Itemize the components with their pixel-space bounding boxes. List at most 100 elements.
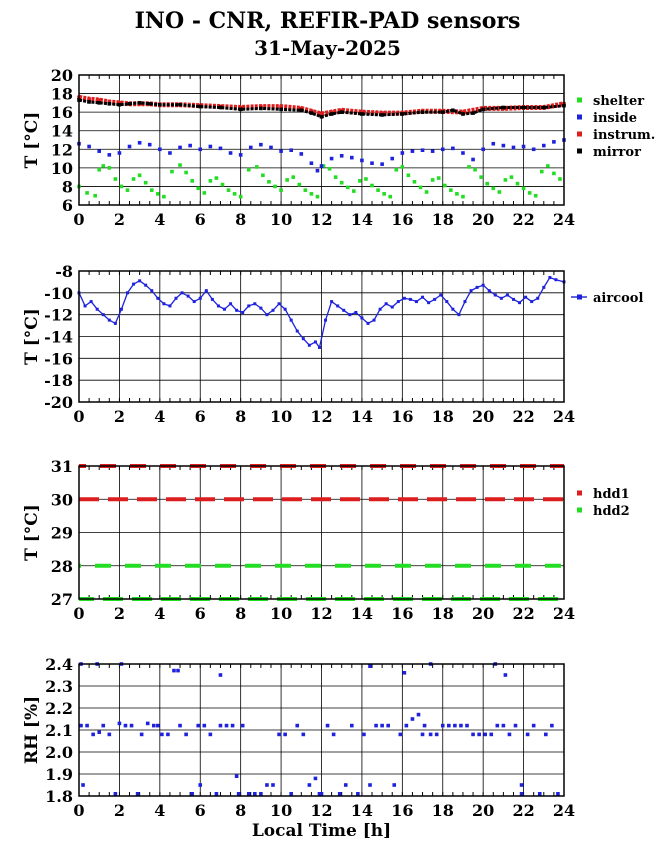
data-point [184, 732, 188, 737]
data-point [127, 101, 132, 106]
data-point [139, 732, 144, 737]
y-tick-label: -18 [44, 371, 73, 390]
data-point [196, 186, 201, 191]
data-point [198, 296, 202, 300]
x-tick-label: 10 [270, 801, 292, 820]
data-point [410, 717, 415, 721]
y-tick-label: -12 [44, 306, 73, 325]
data-point [442, 183, 447, 188]
data-point [117, 151, 122, 155]
data-point [521, 186, 526, 191]
data-point [176, 668, 180, 673]
data-point [246, 792, 251, 796]
data-point [412, 179, 417, 184]
data-point [390, 156, 395, 161]
data-point [461, 112, 465, 116]
data-point [285, 178, 289, 182]
data-point [313, 340, 317, 344]
data-point [145, 721, 150, 726]
data-point [168, 304, 172, 308]
data-point [87, 97, 91, 101]
data-point [218, 146, 223, 151]
data-point [125, 188, 130, 192]
data-point [455, 192, 459, 196]
data-point [451, 307, 455, 311]
data-point [259, 306, 263, 310]
legend-label: aircool [593, 291, 643, 306]
data-point [271, 783, 275, 787]
data-point [440, 147, 445, 152]
data-point [101, 164, 106, 168]
data-point [202, 723, 207, 728]
y-tick-label: 20 [51, 66, 73, 85]
data-point [467, 165, 471, 169]
data-point [364, 177, 368, 181]
data-point [524, 295, 528, 299]
y-tick-label: 10 [51, 159, 73, 178]
data-point [87, 144, 91, 149]
data-point [117, 721, 122, 726]
plot-frame [78, 270, 565, 403]
data-point [186, 294, 190, 298]
data-point [400, 165, 405, 169]
plot-frame [78, 465, 565, 600]
data-point [232, 192, 237, 196]
x-tick-label: 24 [553, 407, 575, 426]
data-point [143, 180, 148, 185]
data-point [343, 783, 348, 787]
legend-entry: instrum. [577, 128, 655, 143]
data-point [220, 182, 225, 187]
legend-entry: hdd2 [577, 504, 630, 519]
data-point [461, 151, 465, 155]
data-point [317, 345, 321, 349]
data-point [97, 730, 102, 734]
data-point [439, 293, 443, 297]
data-point [228, 151, 233, 155]
x-tick-label: 12 [310, 407, 332, 426]
x-tick-label: 18 [432, 407, 454, 426]
data-point [113, 792, 118, 796]
data-point [289, 318, 293, 322]
x-tick-label: 16 [391, 407, 413, 426]
data-point [370, 161, 374, 166]
data-point [234, 774, 239, 778]
data-point [552, 171, 556, 176]
data-point [396, 300, 400, 304]
data-point [374, 723, 378, 728]
data-point [366, 321, 370, 325]
data-point [248, 145, 253, 150]
data-point [208, 732, 213, 737]
data-point [402, 671, 407, 675]
data-point [525, 732, 530, 737]
data-point [238, 107, 243, 112]
data-point [273, 184, 277, 189]
x-tick-label: 16 [391, 604, 413, 623]
x-tick-label: 0 [73, 604, 84, 623]
data-point [107, 100, 112, 104]
data-point [236, 792, 241, 796]
data-point [158, 102, 162, 107]
data-point [97, 167, 102, 172]
data-point [531, 147, 536, 152]
data-point [85, 723, 89, 728]
y-tick-label: 12 [51, 140, 73, 159]
x-tick-label: 8 [235, 210, 246, 229]
y-axis-label: T [°C] [22, 504, 42, 561]
data-point [123, 723, 128, 728]
data-point [137, 173, 142, 178]
data-point [368, 664, 372, 668]
data-point [394, 167, 399, 172]
data-point [378, 307, 382, 311]
x-tick-label: 24 [553, 210, 575, 229]
data-point [210, 297, 214, 301]
data-point [479, 175, 483, 179]
data-point [360, 316, 364, 320]
data-point [85, 191, 89, 195]
data-point [279, 149, 283, 153]
y-tick-label: 29 [51, 524, 73, 543]
data-point [370, 183, 374, 188]
data-point [507, 732, 512, 737]
data-point [428, 732, 433, 737]
x-tick-label: 6 [195, 801, 206, 820]
